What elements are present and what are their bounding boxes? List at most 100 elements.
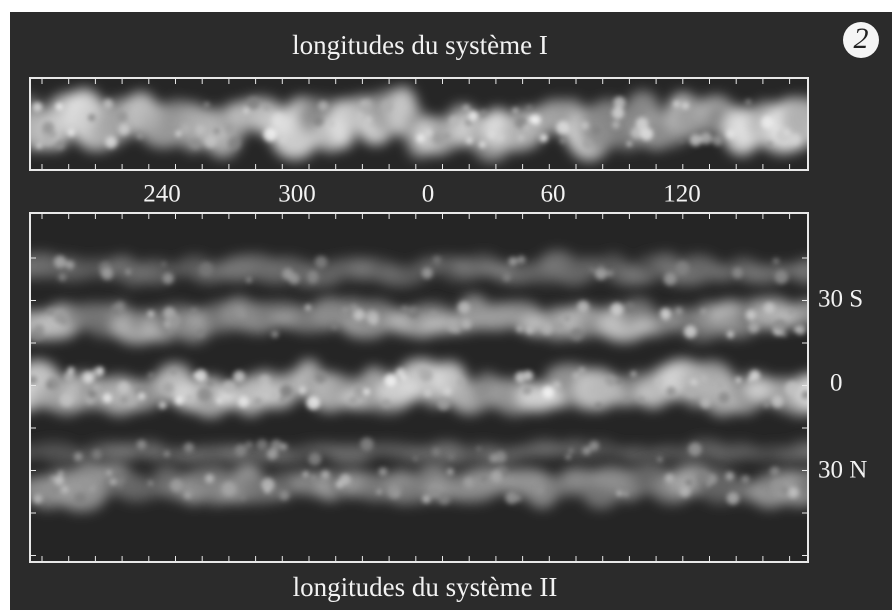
cloud-spot <box>116 476 125 485</box>
cloud-band <box>31 358 807 418</box>
cloud-spot <box>353 386 366 399</box>
cloud-spot <box>788 309 794 314</box>
cloud-spot <box>523 370 534 381</box>
cloud-spot <box>105 136 118 149</box>
cloud-spot <box>437 397 451 411</box>
cloud-spot <box>158 401 167 410</box>
cloud-spot <box>50 487 59 497</box>
cloud-spot <box>266 448 278 460</box>
cloud-spot <box>706 482 711 488</box>
cloud-spot <box>106 470 112 476</box>
cloud-spot <box>656 456 663 463</box>
cloud-spot <box>362 99 373 109</box>
cloud-spot <box>679 486 691 497</box>
cloud-spot <box>488 132 495 138</box>
cloud-spot <box>222 481 236 496</box>
cloud-spot <box>770 479 785 493</box>
cloud-spot <box>117 483 123 489</box>
cloud-spot <box>190 308 198 315</box>
cloud-spot <box>567 129 573 135</box>
cloud-spot <box>138 392 146 400</box>
cloud-spot <box>365 116 372 123</box>
left-margin <box>0 0 10 610</box>
cloud-spot <box>101 267 114 280</box>
cloud-spot <box>355 112 363 120</box>
cloud-spot <box>312 115 324 127</box>
longitude-label: 0 <box>422 181 435 208</box>
cloud-spot <box>589 440 600 451</box>
cloud-spot <box>589 267 594 272</box>
cloud-spot <box>348 396 358 406</box>
cloud-spot <box>423 388 433 397</box>
cloud-spot <box>611 106 625 120</box>
cloud-spot <box>624 302 635 313</box>
cloud-spot <box>197 387 211 401</box>
cloud-spot <box>118 123 130 136</box>
cloud-spot <box>476 446 482 452</box>
cloud-spot <box>227 137 241 150</box>
cloud-spot <box>556 120 570 135</box>
cloud-spot <box>387 485 401 499</box>
cloud-spot <box>304 304 312 311</box>
cloud-spot <box>664 473 675 483</box>
cloud-spot <box>55 140 65 150</box>
cloud-spot <box>222 379 237 394</box>
cloud-detail <box>33 465 799 505</box>
cloud-spot <box>125 268 132 276</box>
cloud-spot <box>380 100 394 113</box>
longitude-label: 240 <box>143 181 181 208</box>
cloud-spot <box>136 131 144 139</box>
latitude-label: 0 <box>830 370 843 397</box>
cloud-spot <box>432 133 444 145</box>
cloud-spot <box>443 386 452 396</box>
cloud-spot <box>745 309 757 321</box>
cloud-spot <box>36 142 43 149</box>
cloud-spot <box>206 379 214 387</box>
cloud-spot <box>462 104 470 112</box>
cloud-spot <box>679 138 685 143</box>
cloud-spot <box>271 391 277 398</box>
cloud-spot <box>432 447 441 457</box>
cloud-spot <box>674 307 683 316</box>
cloud-spot <box>245 441 253 450</box>
cloud-spot <box>67 366 75 375</box>
cloud-spot <box>523 124 529 130</box>
cloud-spot <box>233 370 246 383</box>
cloud-spot <box>63 371 75 383</box>
cloud-spot <box>349 304 359 313</box>
cloud-spot <box>607 269 614 277</box>
cloud-spot <box>726 330 735 339</box>
cloud-spot <box>613 96 626 109</box>
longitude-label: 300 <box>278 181 316 208</box>
cloud-spot <box>787 487 799 499</box>
cloud-spot <box>120 395 129 404</box>
cloud-spot <box>329 121 335 127</box>
frame-ticks <box>30 78 808 562</box>
cloud-spot <box>169 478 183 492</box>
cloud-spot <box>463 477 474 488</box>
cloud-spot <box>553 381 561 389</box>
cloud-spot <box>635 117 649 130</box>
cloud-spot <box>186 395 192 400</box>
cloud-spot <box>526 105 532 110</box>
cloud-spot <box>241 495 246 500</box>
cloud-spot <box>745 99 751 105</box>
cloud-spot <box>789 133 801 145</box>
cloud-spot <box>247 97 260 110</box>
cloud-spot <box>263 128 277 142</box>
cloud-spot <box>162 382 174 394</box>
cloud-spot <box>136 439 147 450</box>
cloud-spot <box>661 312 670 321</box>
cloud-spot <box>42 134 53 146</box>
cloud-spot <box>53 255 67 269</box>
cloud-spot <box>384 374 397 387</box>
cloud-spot <box>288 272 300 285</box>
cloud-spot <box>184 491 192 499</box>
cloud-spot <box>87 390 96 399</box>
cloud-spot <box>497 134 504 141</box>
cloud-spot <box>748 321 760 333</box>
cloud-spot <box>407 306 420 318</box>
cloud-spot <box>701 376 707 382</box>
cloud-spot <box>681 102 690 110</box>
